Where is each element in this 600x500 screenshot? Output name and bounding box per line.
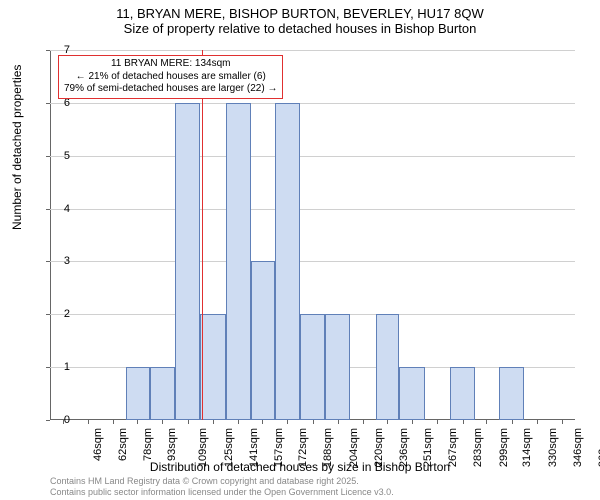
- marker-line: [202, 50, 203, 420]
- histogram-bar: [150, 367, 175, 420]
- title-block: 11, BRYAN MERE, BISHOP BURTON, BEVERLEY,…: [0, 0, 600, 36]
- xtick-label: 236sqm: [398, 428, 410, 467]
- ytick-label: 6: [64, 97, 70, 109]
- xtick-label: 283sqm: [473, 428, 485, 467]
- grid-line: [50, 261, 575, 262]
- xtick-label: 109sqm: [197, 428, 209, 467]
- xtick-mark: [412, 420, 413, 424]
- title-line2: Size of property relative to detached ho…: [0, 21, 600, 36]
- plot-area: [50, 50, 575, 420]
- footer-line1: Contains HM Land Registry data © Crown c…: [50, 476, 394, 487]
- ytick-label: 0: [64, 414, 70, 426]
- xtick-label: 125sqm: [223, 428, 235, 467]
- xtick-label: 157sqm: [273, 428, 285, 467]
- ytick-mark: [46, 367, 50, 368]
- grid-line: [50, 50, 575, 51]
- annotation-box: 11 BRYAN MERE: 134sqm← 21% of detached h…: [58, 55, 283, 99]
- histogram-bar: [399, 367, 424, 420]
- xtick-mark: [512, 420, 513, 424]
- ytick-mark: [46, 314, 50, 315]
- ytick-mark: [46, 420, 50, 421]
- title-line1: 11, BRYAN MERE, BISHOP BURTON, BEVERLEY,…: [0, 6, 600, 21]
- ytick-label: 2: [64, 308, 70, 320]
- annotation-line2: ← 21% of detached houses are smaller (6): [64, 71, 277, 84]
- ytick-mark: [46, 156, 50, 157]
- annotation-line1: 11 BRYAN MERE: 134sqm: [64, 58, 277, 71]
- ytick-label: 1: [64, 361, 70, 373]
- xtick-label: 78sqm: [142, 428, 154, 461]
- histogram-bar: [226, 103, 251, 420]
- xtick-mark: [88, 420, 89, 424]
- y-axis-label: Number of detached properties: [10, 65, 24, 230]
- xtick-mark: [113, 420, 114, 424]
- xtick-label: 204sqm: [348, 428, 360, 467]
- xtick-label: 314sqm: [522, 428, 534, 467]
- ytick-mark: [46, 209, 50, 210]
- histogram-bar: [300, 314, 325, 420]
- xtick-label: 141sqm: [248, 428, 260, 467]
- y-axis-line: [50, 50, 51, 420]
- histogram-bar: [175, 103, 200, 420]
- histogram-bar: [126, 367, 150, 420]
- xtick-mark: [437, 420, 438, 424]
- xtick-label: 251sqm: [422, 428, 434, 467]
- xtick-mark: [162, 420, 163, 424]
- xtick-mark: [363, 420, 364, 424]
- xtick-label: 299sqm: [498, 428, 510, 467]
- xtick-label: 62sqm: [117, 428, 129, 461]
- histogram-bar: [251, 261, 275, 420]
- xtick-label: 93sqm: [166, 428, 178, 461]
- ytick-label: 5: [64, 150, 70, 162]
- xtick-mark: [486, 420, 487, 424]
- xtick-mark: [463, 420, 464, 424]
- histogram-bar: [200, 314, 225, 420]
- xtick-label: 330sqm: [547, 428, 559, 467]
- annotation-line3: 79% of semi-detached houses are larger (…: [64, 83, 277, 96]
- histogram-bar: [450, 367, 475, 420]
- xtick-mark: [213, 420, 214, 424]
- footer-line2: Contains public sector information licen…: [50, 487, 394, 498]
- grid-line: [50, 209, 575, 210]
- xtick-label: 188sqm: [322, 428, 334, 467]
- grid-line: [50, 103, 575, 104]
- xtick-mark: [262, 420, 263, 424]
- histogram-bar: [325, 314, 350, 420]
- xtick-label: 346sqm: [572, 428, 584, 467]
- histogram-bar: [376, 314, 400, 420]
- xtick-label: 172sqm: [297, 428, 309, 467]
- xtick-mark: [338, 420, 339, 424]
- xtick-label: 46sqm: [92, 428, 104, 461]
- xtick-mark: [313, 420, 314, 424]
- histogram-bar: [499, 367, 524, 420]
- chart-container: 11, BRYAN MERE, BISHOP BURTON, BEVERLEY,…: [0, 0, 600, 500]
- ytick-label: 4: [64, 203, 70, 215]
- ytick-label: 3: [64, 255, 70, 267]
- xtick-mark: [287, 420, 288, 424]
- xtick-mark: [562, 420, 563, 424]
- xtick-mark: [387, 420, 388, 424]
- xtick-mark: [137, 420, 138, 424]
- ytick-mark: [46, 103, 50, 104]
- xtick-label: 267sqm: [447, 428, 459, 467]
- xtick-mark: [188, 420, 189, 424]
- xtick-label: 220sqm: [373, 428, 385, 467]
- histogram-bar: [275, 103, 300, 420]
- ytick-mark: [46, 50, 50, 51]
- xtick-mark: [537, 420, 538, 424]
- xtick-mark: [238, 420, 239, 424]
- ytick-mark: [46, 261, 50, 262]
- footer-attribution: Contains HM Land Registry data © Crown c…: [50, 476, 394, 498]
- grid-line: [50, 156, 575, 157]
